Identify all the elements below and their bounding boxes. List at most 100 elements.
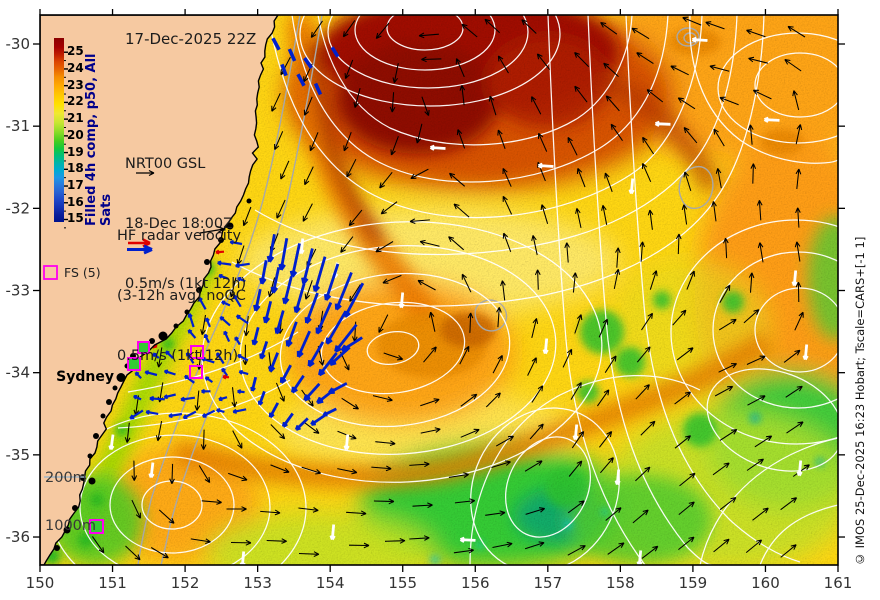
current-arrow bbox=[375, 440, 396, 446]
coast-headland bbox=[112, 385, 118, 391]
model-arrow bbox=[614, 469, 621, 486]
bathy-contour bbox=[676, 27, 700, 47]
current-arrow bbox=[756, 200, 763, 221]
colorbar-tick-label: 19 bbox=[67, 144, 84, 159]
hf-legend-line2: (3-12h avg) noQC bbox=[117, 288, 246, 304]
current-arrow bbox=[348, 209, 363, 227]
current-arrow bbox=[715, 168, 722, 189]
hf-vector bbox=[149, 395, 165, 402]
current-arrow bbox=[678, 536, 695, 551]
y-tick-label: -31 bbox=[6, 117, 31, 135]
colorbar-tick-label: 18 bbox=[67, 161, 84, 176]
model-scale: 0.5m/s (1kt 12h) bbox=[125, 276, 247, 292]
current-arrow bbox=[632, 509, 649, 524]
current-arrow bbox=[712, 462, 730, 476]
hf-vector bbox=[279, 364, 292, 384]
current-arrow bbox=[719, 284, 731, 303]
fs-site-marker bbox=[127, 357, 141, 371]
current-arrow bbox=[784, 58, 802, 72]
coast-headland bbox=[72, 505, 78, 511]
hf-vector bbox=[180, 396, 196, 402]
current-arrow bbox=[524, 541, 545, 550]
hf-vector bbox=[291, 374, 305, 394]
stray-black-arrow bbox=[199, 225, 225, 234]
model-arrow bbox=[796, 460, 803, 477]
current-arrow bbox=[229, 277, 237, 298]
current-arrow bbox=[496, 307, 502, 328]
y-tick-label: -30 bbox=[6, 35, 31, 53]
hf-vector bbox=[270, 267, 281, 294]
coast-headland bbox=[246, 198, 252, 204]
current-arrow bbox=[743, 309, 760, 324]
current-arrow bbox=[500, 280, 506, 301]
current-arrow bbox=[423, 346, 437, 363]
current-arrow bbox=[649, 270, 658, 290]
hf-vector bbox=[289, 243, 301, 278]
hf-vector-dash bbox=[330, 46, 340, 58]
current-arrow bbox=[232, 430, 243, 449]
model-arrow bbox=[459, 536, 476, 543]
current-arrow bbox=[420, 398, 440, 407]
current-arrow bbox=[795, 281, 802, 303]
hf-radar-legend: HF radar velocity (3-12h avg) noQC 0.5m/… bbox=[117, 186, 246, 386]
current-arrow bbox=[718, 363, 738, 373]
hf-vector bbox=[221, 367, 229, 377]
current-arrow bbox=[348, 542, 370, 549]
hf-vector bbox=[165, 350, 174, 359]
hf-vector bbox=[268, 402, 280, 419]
hf-vector bbox=[268, 352, 280, 373]
hf-vector bbox=[237, 276, 246, 283]
current-arrow bbox=[125, 545, 141, 561]
current-arrow bbox=[428, 311, 436, 332]
x-tick-label: 159 bbox=[679, 574, 708, 592]
hf-vector bbox=[168, 412, 183, 419]
isobath-1000m bbox=[160, 15, 323, 565]
current-arrow bbox=[392, 63, 399, 84]
current-arrow bbox=[683, 127, 698, 144]
hf-vector bbox=[187, 329, 197, 339]
hf-vector bbox=[232, 408, 247, 414]
current-arrow bbox=[572, 272, 578, 293]
hf-vector bbox=[334, 323, 358, 353]
current-arrow bbox=[794, 311, 804, 331]
hf-vector-dash bbox=[296, 73, 306, 87]
colorbar-ticks bbox=[64, 51, 68, 229]
current-arrow bbox=[521, 19, 537, 34]
current-arrow bbox=[615, 247, 621, 268]
current-arrow bbox=[158, 509, 175, 524]
current-arrow bbox=[677, 97, 696, 110]
current-arrow bbox=[570, 382, 582, 400]
current-arrow bbox=[672, 309, 687, 326]
white-current-arrows bbox=[108, 36, 809, 565]
colorbar-label: Filled 4h comp, p50, All Sats bbox=[84, 53, 114, 226]
model-arrow bbox=[791, 270, 798, 287]
colorbar-tick-label: 20 bbox=[67, 127, 84, 142]
isobath-lines bbox=[137, 15, 714, 565]
current-arrow bbox=[604, 172, 613, 192]
current-arrow bbox=[524, 460, 543, 472]
model-arrow bbox=[628, 178, 635, 195]
x-tick-label: 161 bbox=[824, 574, 853, 592]
current-arrow bbox=[783, 349, 801, 363]
current-arrow bbox=[343, 132, 352, 152]
current-arrow bbox=[419, 239, 440, 247]
current-arrow bbox=[243, 315, 250, 337]
current-arrow bbox=[678, 501, 695, 516]
current-arrow bbox=[383, 352, 404, 361]
current-arrow bbox=[641, 312, 654, 331]
y-tick-label: -34 bbox=[6, 364, 31, 382]
current-arrow bbox=[647, 209, 654, 230]
hf-vector bbox=[318, 352, 338, 377]
y-tick-label: -35 bbox=[6, 446, 31, 464]
x-tick-label: 158 bbox=[606, 574, 635, 592]
current-arrow bbox=[280, 160, 290, 180]
hf-vector bbox=[294, 417, 309, 431]
hf-vector bbox=[223, 330, 231, 343]
current-arrow bbox=[420, 427, 441, 434]
fs-site-marker bbox=[89, 519, 104, 534]
coast-headland bbox=[63, 526, 71, 534]
hf-vector bbox=[304, 292, 319, 325]
current-arrow bbox=[564, 242, 570, 263]
